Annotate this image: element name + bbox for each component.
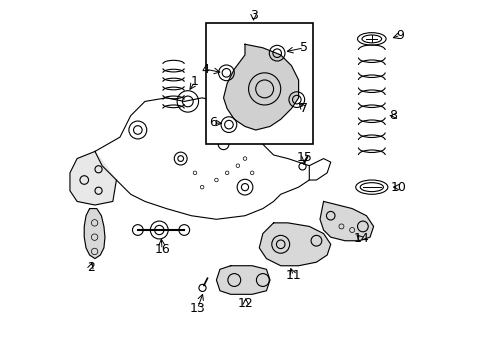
Polygon shape: [84, 208, 105, 258]
Text: 14: 14: [353, 233, 369, 246]
Polygon shape: [70, 152, 117, 205]
Text: 9: 9: [396, 29, 404, 42]
Polygon shape: [259, 223, 331, 266]
Text: 3: 3: [249, 9, 258, 22]
Text: 5: 5: [300, 41, 308, 54]
Text: 15: 15: [296, 151, 312, 164]
Polygon shape: [320, 202, 373, 241]
Text: 2: 2: [87, 261, 95, 274]
Text: 8: 8: [389, 109, 397, 122]
Bar: [206, 23, 313, 144]
Text: 13: 13: [190, 302, 205, 315]
Polygon shape: [217, 266, 270, 294]
Text: 16: 16: [154, 243, 170, 256]
Text: 10: 10: [391, 181, 407, 194]
Text: 7: 7: [300, 102, 308, 115]
Text: 12: 12: [238, 297, 254, 310]
Text: 11: 11: [286, 269, 301, 282]
Text: 1: 1: [191, 75, 199, 88]
Text: 4: 4: [202, 63, 210, 76]
Polygon shape: [223, 44, 298, 130]
Text: 6: 6: [209, 116, 217, 129]
